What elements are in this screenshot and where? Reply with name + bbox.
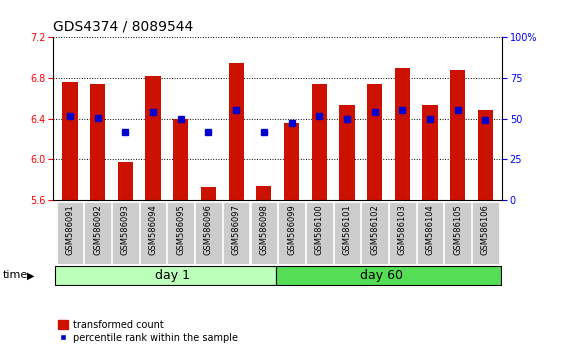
Bar: [422, 105, 438, 200]
Bar: [173, 119, 188, 200]
Bar: [62, 82, 77, 200]
Bar: [450, 70, 466, 200]
Bar: [57, 202, 83, 264]
Bar: [195, 202, 222, 264]
Bar: [228, 63, 244, 200]
Bar: [145, 76, 160, 200]
Text: GSM586091: GSM586091: [66, 204, 75, 255]
Bar: [306, 202, 333, 264]
Bar: [278, 202, 305, 264]
Bar: [389, 202, 416, 264]
Bar: [256, 186, 272, 200]
Text: GSM586098: GSM586098: [259, 204, 268, 255]
Text: GSM586099: GSM586099: [287, 204, 296, 255]
Bar: [112, 202, 139, 264]
Bar: [276, 266, 501, 285]
Bar: [284, 122, 299, 200]
Bar: [367, 84, 382, 200]
Bar: [417, 202, 443, 264]
Text: GSM586094: GSM586094: [149, 204, 158, 255]
Bar: [311, 84, 327, 200]
Text: GSM586095: GSM586095: [176, 204, 185, 255]
Bar: [201, 187, 216, 200]
Bar: [472, 202, 499, 264]
Bar: [140, 202, 166, 264]
Text: GSM586097: GSM586097: [232, 204, 241, 255]
Text: GSM586104: GSM586104: [426, 204, 435, 255]
Text: GSM586103: GSM586103: [398, 204, 407, 255]
Bar: [90, 84, 105, 200]
Text: GSM586093: GSM586093: [121, 204, 130, 255]
Text: GDS4374 / 8089544: GDS4374 / 8089544: [53, 19, 194, 34]
Bar: [334, 202, 360, 264]
Bar: [54, 266, 276, 285]
Text: GSM586101: GSM586101: [342, 204, 351, 255]
Bar: [167, 202, 194, 264]
Bar: [478, 110, 493, 200]
Text: time: time: [3, 270, 28, 280]
Bar: [251, 202, 277, 264]
Text: GSM586092: GSM586092: [93, 204, 102, 255]
Text: ▶: ▶: [27, 270, 34, 280]
Bar: [339, 105, 355, 200]
Bar: [118, 162, 133, 200]
Text: day 60: day 60: [360, 269, 403, 282]
Bar: [395, 68, 410, 200]
Text: GSM586102: GSM586102: [370, 204, 379, 255]
Text: day 1: day 1: [155, 269, 190, 282]
Text: GSM586100: GSM586100: [315, 204, 324, 255]
Bar: [361, 202, 388, 264]
Bar: [444, 202, 471, 264]
Text: GSM586096: GSM586096: [204, 204, 213, 255]
Text: GSM586105: GSM586105: [453, 204, 462, 255]
Text: GSM586106: GSM586106: [481, 204, 490, 255]
Legend: transformed count, percentile rank within the sample: transformed count, percentile rank withi…: [58, 320, 238, 343]
Bar: [223, 202, 250, 264]
Bar: [84, 202, 111, 264]
